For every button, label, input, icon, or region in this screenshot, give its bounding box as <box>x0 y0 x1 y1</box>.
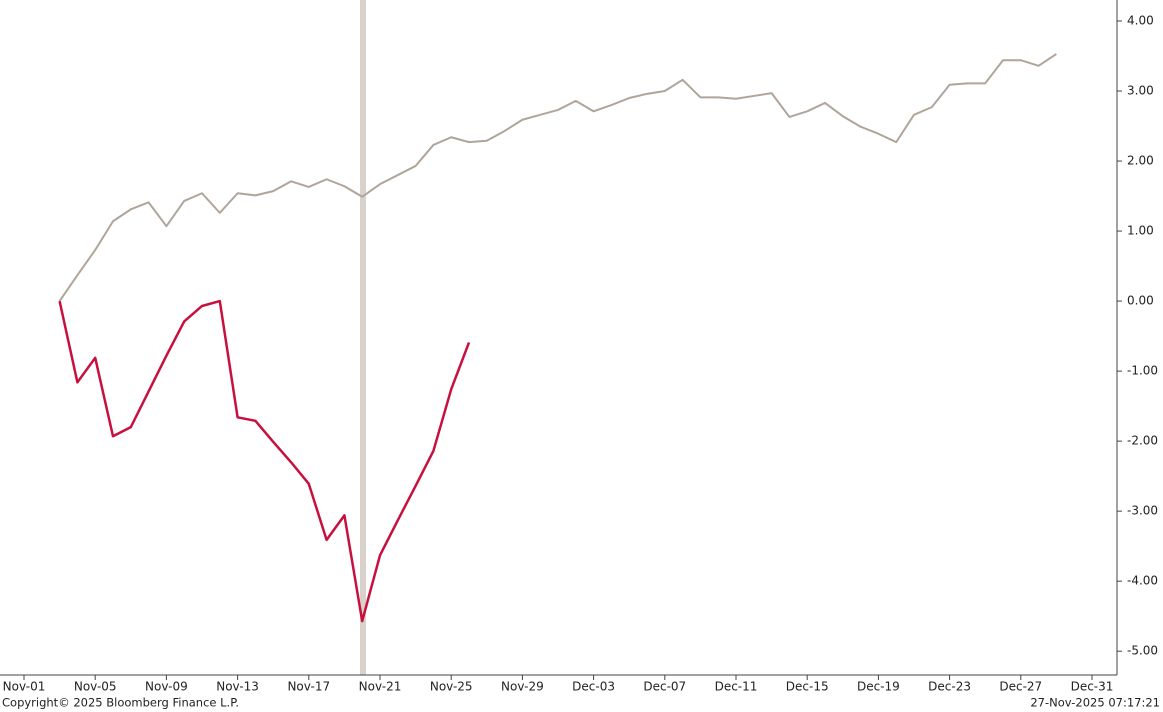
copyright: Copyright© 2025 Bloomberg Finance L.P. <box>2 696 239 710</box>
x-tick-label: Dec-15 <box>786 680 829 694</box>
x-tick-label: Dec-27 <box>999 680 1042 694</box>
x-tick-label: Dec-07 <box>643 680 686 694</box>
x-tick-label: Dec-31 <box>1071 680 1114 694</box>
x-tick-label: Dec-03 <box>572 680 615 694</box>
highlight-band <box>360 0 366 675</box>
x-tick-label: Nov-13 <box>216 680 259 694</box>
y-tick-label: -5.00 <box>1127 644 1158 658</box>
x-tick-label: Dec-11 <box>715 680 758 694</box>
x-tick-label: Nov-01 <box>3 680 46 694</box>
y-tick-label: -2.00 <box>1127 434 1158 448</box>
x-tick-label: Nov-21 <box>359 680 402 694</box>
x-tick-label: Dec-19 <box>857 680 900 694</box>
y-tick-label: -3.00 <box>1127 504 1158 518</box>
y-tick-label: 0.00 <box>1127 294 1154 308</box>
x-tick-label: Nov-09 <box>145 680 188 694</box>
x-tick-label: Nov-25 <box>430 680 473 694</box>
series-line <box>58 299 471 623</box>
timestamp: 27-Nov-2025 07:17:21 <box>1030 696 1160 710</box>
y-tick-label: -1.00 <box>1127 364 1158 378</box>
y-tick-label: 1.00 <box>1127 224 1154 238</box>
x-tick-label: Nov-17 <box>287 680 330 694</box>
y-tick-label: 3.00 <box>1127 84 1154 98</box>
y-tick-label: -4.00 <box>1127 574 1158 588</box>
series-line <box>58 53 1057 302</box>
y-tick-label: 2.00 <box>1127 154 1154 168</box>
y-tick-label: 4.00 <box>1127 14 1154 28</box>
x-tick-label: Dec-23 <box>928 680 971 694</box>
x-tick-label: Nov-29 <box>501 680 544 694</box>
x-tick-label: Nov-05 <box>74 680 117 694</box>
